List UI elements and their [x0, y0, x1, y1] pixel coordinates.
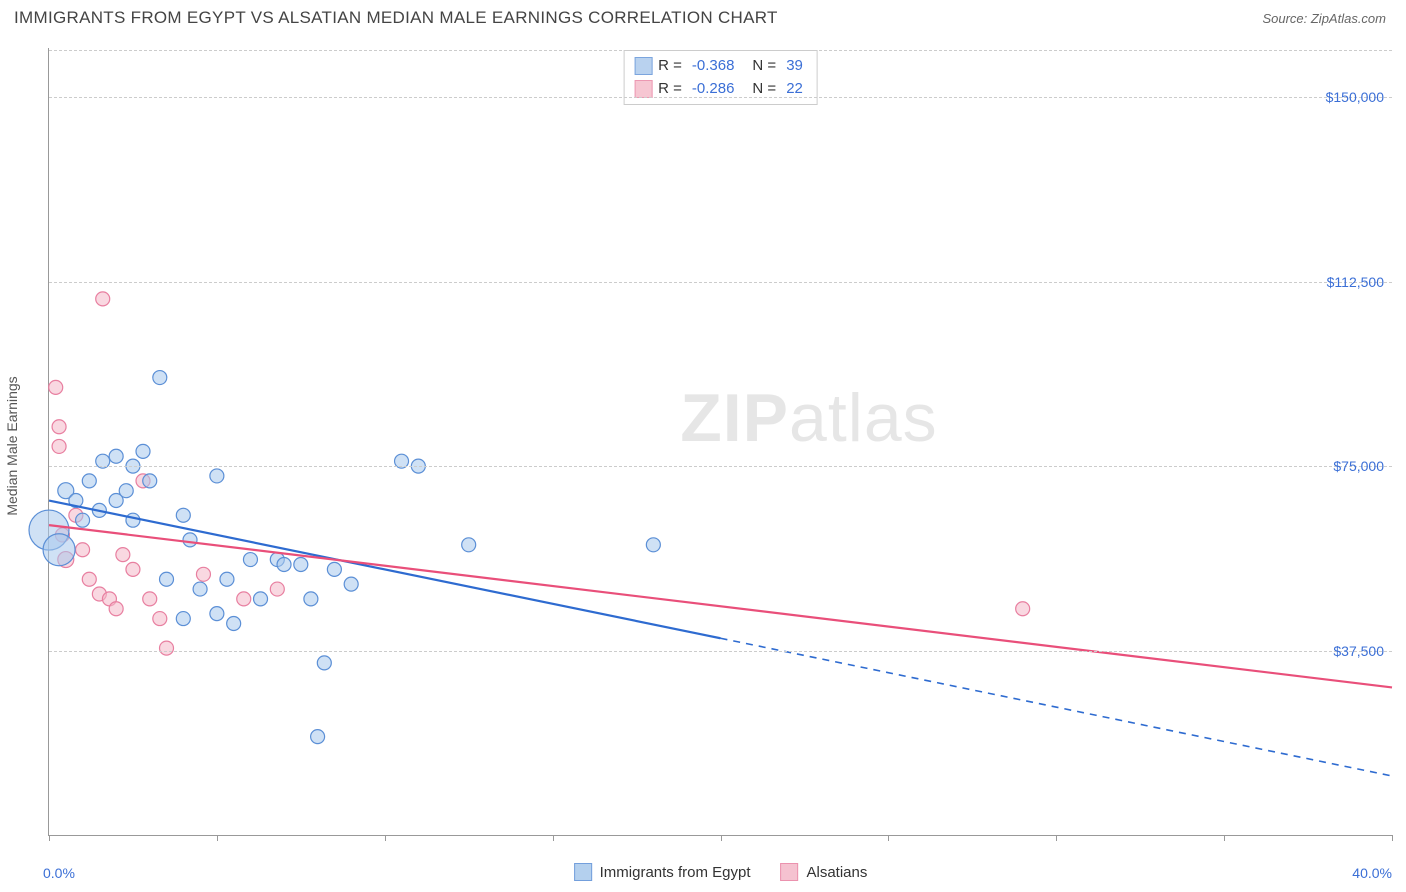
legend-swatch	[574, 863, 592, 881]
regression-line	[49, 501, 721, 639]
gridline	[49, 282, 1392, 283]
data-point	[193, 582, 207, 596]
y-tick-label: $150,000	[1326, 89, 1384, 105]
x-min-label: 0.0%	[43, 865, 75, 881]
data-point	[304, 592, 318, 606]
x-max-label: 40.0%	[1352, 865, 1392, 881]
data-point	[227, 616, 241, 630]
data-point	[220, 572, 234, 586]
data-point	[119, 484, 133, 498]
series-legend: Immigrants from Egypt Alsatians	[574, 863, 868, 881]
data-point	[109, 602, 123, 616]
data-point	[49, 380, 63, 394]
regression-line-extrapolated	[721, 638, 1393, 776]
data-point	[462, 538, 476, 552]
data-point	[183, 533, 197, 547]
data-point	[52, 439, 66, 453]
data-point	[210, 607, 224, 621]
data-point	[126, 562, 140, 576]
data-point	[143, 592, 157, 606]
x-tick	[385, 835, 386, 841]
data-point	[136, 444, 150, 458]
legend-swatch	[781, 863, 799, 881]
data-point	[254, 592, 268, 606]
data-point	[294, 557, 308, 571]
gridline	[49, 50, 1392, 51]
data-point	[126, 513, 140, 527]
data-point	[153, 371, 167, 385]
data-point	[109, 449, 123, 463]
data-point	[153, 612, 167, 626]
y-axis-label: Median Male Earnings	[4, 376, 20, 515]
regression-line	[49, 525, 1392, 687]
x-tick	[1224, 835, 1225, 841]
y-tick-label: $75,000	[1333, 458, 1384, 474]
x-tick	[553, 835, 554, 841]
gridline	[49, 651, 1392, 652]
plot-area: ZIPatlas R =-0.368N =39R =-0.286N =22 Im…	[48, 48, 1392, 836]
x-tick	[888, 835, 889, 841]
x-tick	[217, 835, 218, 841]
data-point	[176, 612, 190, 626]
data-point	[176, 508, 190, 522]
gridline	[49, 466, 1392, 467]
data-point	[43, 534, 75, 566]
data-point	[160, 641, 174, 655]
data-point	[52, 420, 66, 434]
data-point	[243, 553, 257, 567]
x-tick	[721, 835, 722, 841]
data-point	[237, 592, 251, 606]
x-tick	[1056, 835, 1057, 841]
gridline	[49, 97, 1392, 98]
series-legend-item: Immigrants from Egypt	[574, 863, 751, 881]
series-label: Alsatians	[807, 864, 868, 881]
data-point	[82, 572, 96, 586]
data-point	[210, 469, 224, 483]
chart-title: IMMIGRANTS FROM EGYPT VS ALSATIAN MEDIAN…	[14, 8, 778, 28]
data-point	[327, 562, 341, 576]
data-point	[317, 656, 331, 670]
data-point	[143, 474, 157, 488]
data-point	[344, 577, 358, 591]
data-point	[116, 548, 130, 562]
x-tick	[49, 835, 50, 841]
y-tick-label: $112,500	[1327, 274, 1384, 290]
data-point	[160, 572, 174, 586]
data-point	[270, 582, 284, 596]
data-point	[646, 538, 660, 552]
data-point	[82, 474, 96, 488]
x-tick	[1392, 835, 1393, 841]
series-legend-item: Alsatians	[781, 863, 868, 881]
y-tick-label: $37,500	[1333, 643, 1384, 659]
data-point	[277, 557, 291, 571]
data-point	[196, 567, 210, 581]
source-credit: Source: ZipAtlas.com	[1262, 11, 1386, 26]
series-label: Immigrants from Egypt	[600, 864, 751, 881]
data-point	[96, 292, 110, 306]
data-point	[311, 730, 325, 744]
data-point	[76, 543, 90, 557]
data-point	[76, 513, 90, 527]
data-point	[1016, 602, 1030, 616]
scatter-svg	[49, 48, 1392, 835]
